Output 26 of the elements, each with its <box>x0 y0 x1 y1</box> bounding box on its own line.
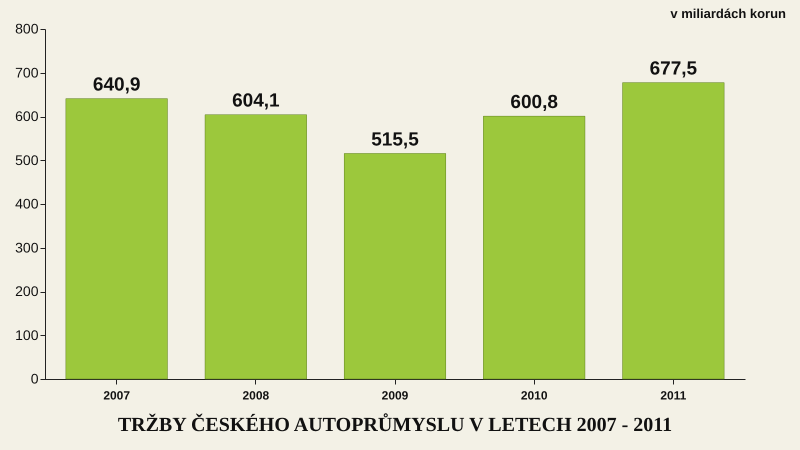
y-tick-label: 700 <box>15 64 39 80</box>
data-label: 600,8 <box>510 92 558 114</box>
y-tick-label: 100 <box>15 326 39 343</box>
bar <box>622 82 724 380</box>
bar <box>344 153 446 380</box>
x-tick-label: 2011 <box>660 388 687 402</box>
y-tick-label: 400 <box>15 196 39 212</box>
data-label: 677,5 <box>650 58 698 80</box>
data-label: 515,5 <box>371 129 420 150</box>
bar <box>204 114 307 380</box>
x-tick-label: 2008 <box>242 388 270 402</box>
y-tick-label: 600 <box>15 108 39 124</box>
x-tick-label: 2009 <box>382 388 409 402</box>
y-tick-label: 800 <box>15 20 39 36</box>
x-tick-label: 2007 <box>103 388 130 402</box>
y-tick-label: 0 <box>30 370 39 386</box>
y-tick-label: 300 <box>15 239 39 256</box>
bar <box>66 98 168 380</box>
x-tick-label: 2010 <box>520 388 548 402</box>
data-label: 604,1 <box>232 90 280 112</box>
bar <box>483 116 586 380</box>
data-label: 640,9 <box>92 74 140 96</box>
y-tick-label: 500 <box>15 152 39 168</box>
text: TRŽBY ČESKÉHO AUTOPRŮMYSLU V LETECH 2007 - 2011 <box>118 413 672 436</box>
text: v miliardách korun <box>670 6 786 21</box>
y-tick-label: 200 <box>15 283 39 299</box>
